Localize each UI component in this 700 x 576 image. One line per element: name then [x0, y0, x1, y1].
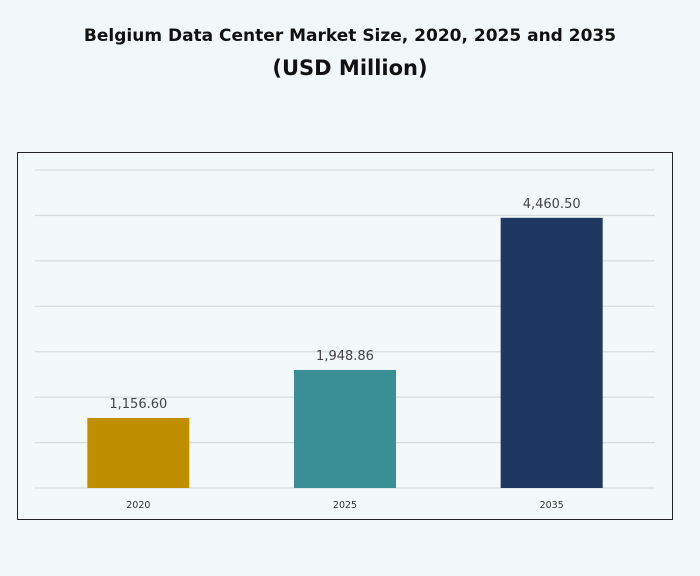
x-tick-label-2025: 2025: [333, 500, 357, 511]
chart-title: Belgium Data Center Market Size, 2020, 2…: [83, 26, 617, 46]
x-tick-label-2020: 2020: [126, 500, 150, 511]
bar-2035: [500, 217, 603, 488]
data-label-2035: 4,460.50: [523, 197, 581, 212]
x-tick-label-2035: 2035: [540, 500, 564, 511]
data-label-2020: 1,156.60: [109, 397, 167, 412]
bar-2020: [87, 417, 190, 488]
data-label-2025: 1,948.86: [316, 349, 374, 364]
chart-subtitle: (USD Million): [272, 56, 428, 80]
bar-2025: [294, 369, 396, 488]
